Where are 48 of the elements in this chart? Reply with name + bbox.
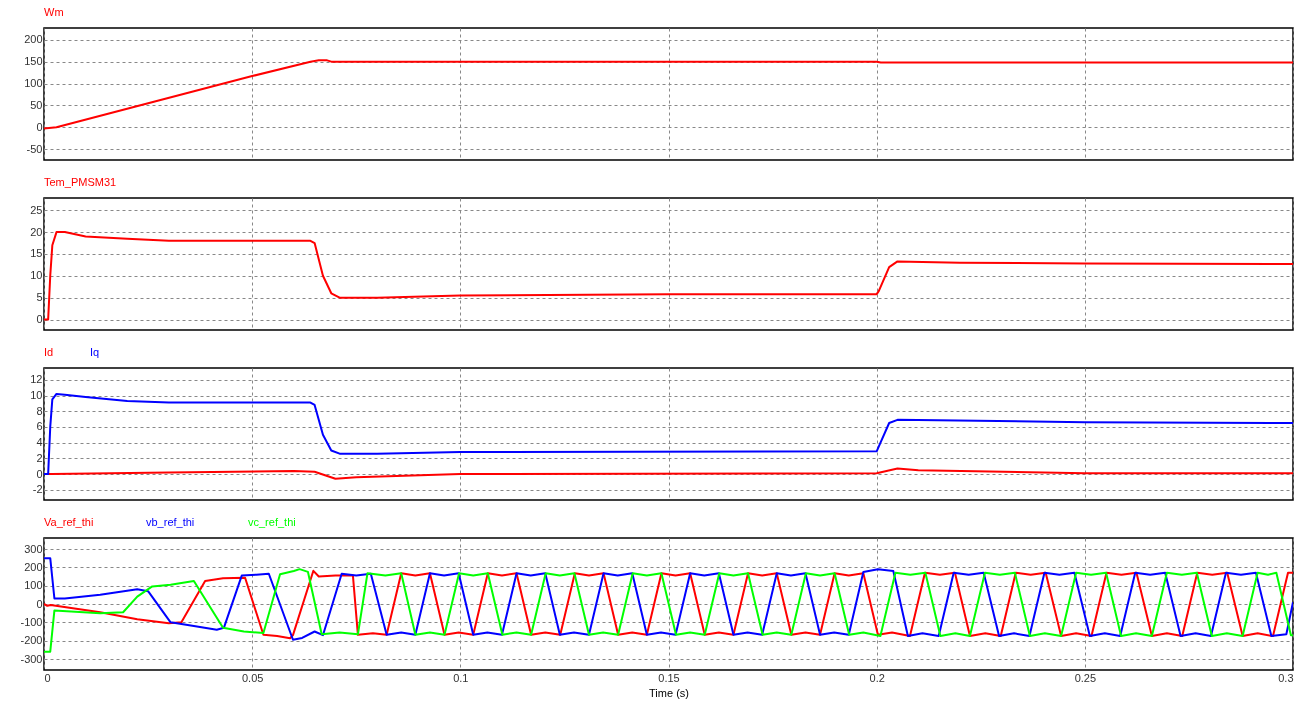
text: Va_ref_thi [44,516,94,528]
y-tick-label: 20 [30,225,43,238]
x-tick-label: 0.25 [1074,671,1097,684]
line-series [44,59,1293,130]
x-axis-title: Time (s) [649,686,689,699]
x-tick-label: 0.1 [453,671,469,684]
y-tick-label: 100 [24,77,43,90]
y-tick-label: -100 [20,615,43,628]
y-tick-label: 6 [36,420,43,433]
y-tick-label: 300 [24,542,43,555]
y-tick-label: -300 [20,652,43,665]
y-tick-label: 200 [24,33,43,46]
y-tick-label: 10 [30,269,43,282]
y-tick-label: 200 [24,560,43,573]
x-tick-label: 0.3 [1278,671,1294,684]
y-tick-label: 0 [36,313,43,326]
x-tick-label: 0.15 [658,671,680,684]
text: Id [44,346,54,358]
line-series [44,392,1293,476]
y-tick-label: 150 [24,55,43,68]
y-tick-label: 8 [36,404,43,417]
y-tick-label: -50 [26,142,43,155]
line-series [44,231,1293,321]
y-tick-label: 12 [30,373,43,386]
text: Iq [90,346,100,358]
y-tick-label: -200 [20,634,43,647]
y-tick-label: 25 [30,203,43,216]
y-tick-label: 5 [36,291,43,304]
y-tick-label: 4 [36,436,43,449]
line-series [44,568,1293,653]
text: vb_ref_thi [146,516,195,528]
y-tick-label: -2 [32,483,43,496]
y-tick-label: 2 [36,451,43,464]
y-tick-label: 10 [30,389,43,401]
line-series [44,557,1293,641]
y-tick-label: 100 [24,579,43,592]
x-tick-label: 0 [44,671,51,684]
x-tick-label: 0.05 [241,671,264,684]
text: Tem_PMSM31 [44,176,117,188]
y-tick-label: 0 [36,467,43,480]
x-tick-label: 0.2 [869,671,885,684]
y-tick-label: 0 [36,597,43,610]
line-series [44,569,1293,640]
y-tick-label: 50 [30,98,43,111]
y-tick-label: 15 [30,247,43,260]
text: Wm [44,6,64,18]
y-tick-label: 0 [36,120,43,133]
text: vc_ref_thi [248,516,296,528]
